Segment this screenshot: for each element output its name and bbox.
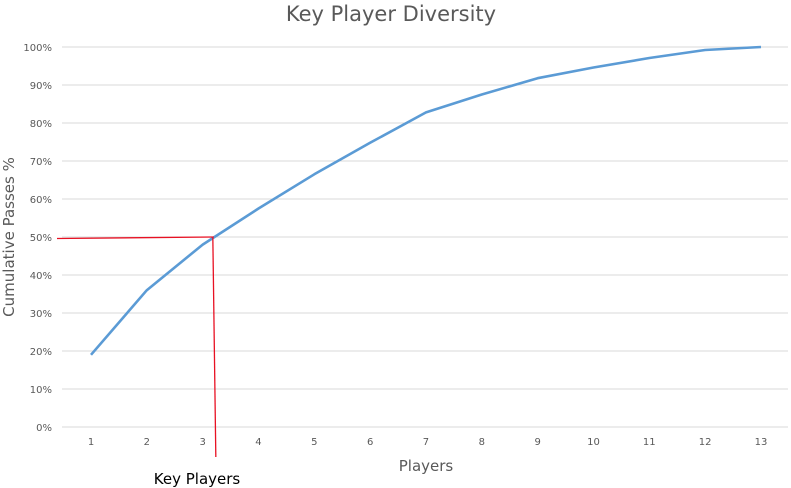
x-axis-label: Players	[399, 457, 454, 475]
threshold-horizontal-line	[56, 236, 214, 240]
key-player-annotation	[56, 236, 217, 458]
y-axis-label: Cumulative Passes %	[0, 157, 18, 317]
x-tick-label: 5	[311, 437, 317, 448]
x-tick-label: 4	[255, 437, 261, 448]
y-tick-label: 30%	[30, 309, 52, 320]
y-tick-label: 10%	[30, 385, 52, 396]
threshold-vertical-line	[212, 236, 217, 458]
x-tick-label: 9	[534, 437, 540, 448]
x-tick-label: 11	[643, 437, 656, 448]
y-tick-label: 20%	[30, 347, 52, 358]
y-tick-label: 50%	[30, 233, 52, 244]
y-tick-label: 0%	[36, 423, 52, 434]
x-tick-label: 6	[367, 437, 373, 448]
x-tick-label: 10	[587, 437, 600, 448]
chart-title: Key Player Diversity	[286, 2, 496, 26]
y-tick-label: 90%	[30, 81, 52, 92]
y-axis-ticks: 0% 10% 20% 30% 40% 50% 60% 70% 80% 90% 100%	[23, 43, 52, 434]
y-tick-label: 70%	[30, 157, 52, 168]
y-tick-label: 80%	[30, 119, 52, 130]
series-line	[90, 45, 762, 356]
x-tick-label: 1	[88, 437, 94, 448]
y-tick-label: 40%	[30, 271, 52, 282]
x-tick-label: 13	[755, 437, 768, 448]
y-tick-label: 100%	[23, 43, 52, 54]
x-tick-label: 8	[479, 437, 485, 448]
x-tick-label: 3	[199, 437, 205, 448]
x-axis-ticks: 1 2 3 4 5 6 7 8 9 10 11 12 13	[88, 437, 768, 448]
gridlines	[62, 46, 788, 390]
key-players-label: Key Players	[154, 470, 241, 488]
y-tick-label: 60%	[30, 195, 52, 206]
x-tick-label: 7	[423, 437, 429, 448]
x-tick-label: 2	[144, 437, 150, 448]
x-tick-label: 12	[699, 437, 712, 448]
